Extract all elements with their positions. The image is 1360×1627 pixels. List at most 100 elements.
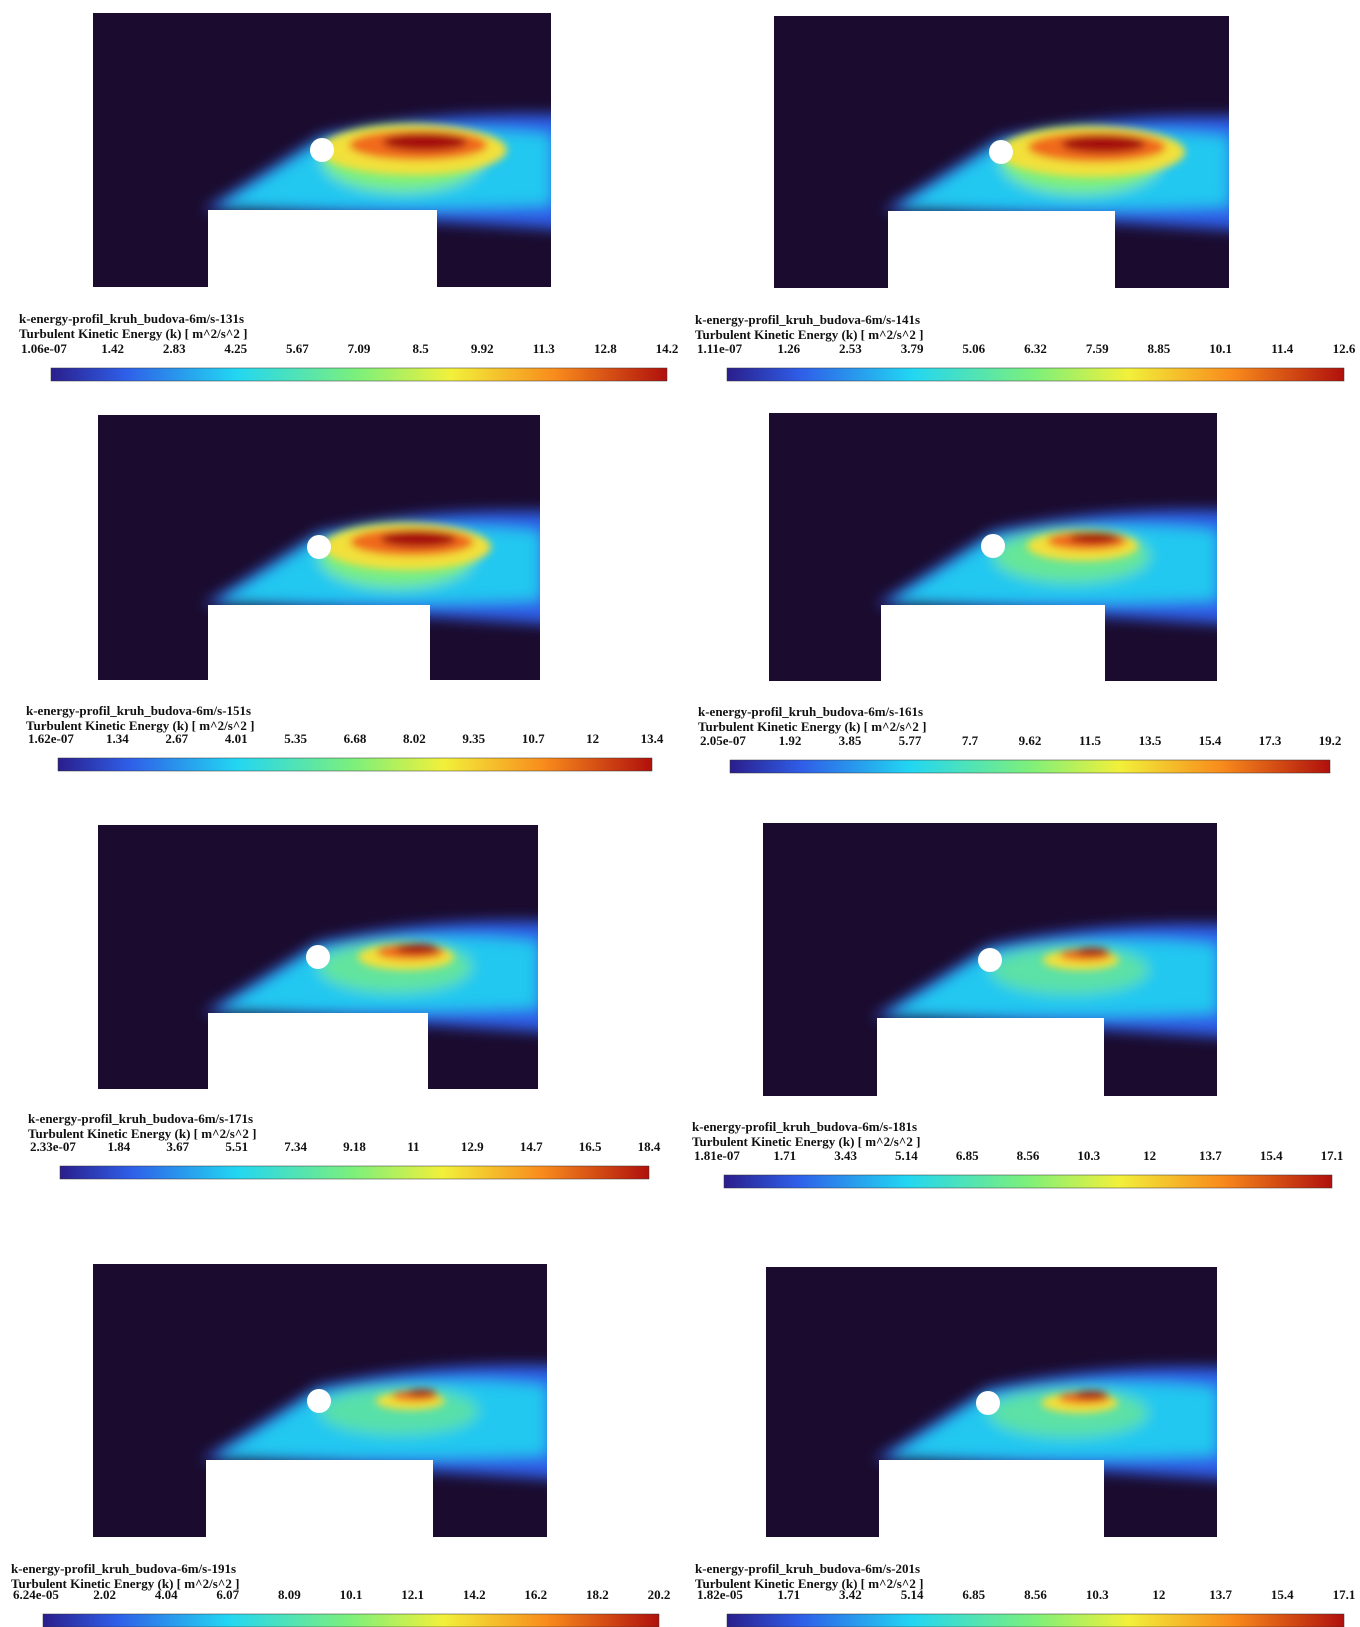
colorbar-tick-label: 13.4 xyxy=(641,731,664,746)
title: k-energy-profil_kruh_budova-6m/s-181s xyxy=(692,1119,917,1134)
colorbar-tick-label: 1.26 xyxy=(777,341,800,356)
building xyxy=(208,605,430,681)
colorbar-tick-label: 6.85 xyxy=(962,1587,985,1602)
panel: k-energy-profil_kruh_budova-6m/s-161sTur… xyxy=(698,413,1341,773)
colorbar-tick-label: 5.77 xyxy=(899,733,922,748)
cylinder xyxy=(978,948,1002,972)
colorbar-tick-label: 10.7 xyxy=(522,731,545,746)
quantity: Turbulent Kinetic Energy (k) [ m^2/s^2 ] xyxy=(692,1134,920,1149)
colorbar-tick-label: 1.42 xyxy=(101,341,124,356)
colorbar xyxy=(43,1614,659,1627)
title: k-energy-profil_kruh_budova-6m/s-171s xyxy=(28,1111,253,1126)
colorbar-tick-label: 15.4 xyxy=(1260,1148,1283,1163)
colorbar-tick-label: 8.02 xyxy=(403,731,426,746)
colorbar-tick-label: 2.05e-07 xyxy=(700,733,746,748)
colorbar-tick-label: 11.5 xyxy=(1079,733,1102,748)
colorbar-tick-label: 4.01 xyxy=(225,731,248,746)
colorbar-tick-label: 13.7 xyxy=(1209,1587,1232,1602)
colorbar-tick-label: 1.11e-07 xyxy=(697,341,743,356)
colorbar-tick-label: 1.81e-07 xyxy=(694,1148,740,1163)
colorbar-tick-label: 1.84 xyxy=(108,1139,131,1154)
colorbar xyxy=(58,758,652,771)
title: k-energy-profil_kruh_budova-6m/s-191s xyxy=(11,1561,236,1576)
cylinder xyxy=(976,1391,1000,1415)
panel: k-energy-profil_kruh_budova-6m/s-171sTur… xyxy=(28,825,661,1179)
colorbar-tick-label: 9.18 xyxy=(343,1139,366,1154)
quantity: Turbulent Kinetic Energy (k) [ m^2/s^2 ] xyxy=(695,327,923,342)
core-red xyxy=(383,133,468,151)
quantity: Turbulent Kinetic Energy (k) [ m^2/s^2 ] xyxy=(19,326,247,341)
colorbar-tick-label: 4.04 xyxy=(155,1587,178,1602)
panel: k-energy-profil_kruh_budova-6m/s-141sTur… xyxy=(695,16,1356,381)
colorbar-tick-label: 7.09 xyxy=(348,341,371,356)
colorbar-tick-label: 17.1 xyxy=(1333,1587,1356,1602)
panel: k-energy-profil_kruh_budova-6m/s-131sTur… xyxy=(19,13,678,381)
colorbar xyxy=(727,368,1344,381)
core-red xyxy=(407,1390,437,1397)
colorbar-tick-label: 1.92 xyxy=(779,733,802,748)
colorbar-tick-label: 10.1 xyxy=(340,1587,363,1602)
building xyxy=(888,211,1115,289)
colorbar-tick-label: 15.4 xyxy=(1199,733,1222,748)
panel: k-energy-profil_kruh_budova-6m/s-191sTur… xyxy=(11,1264,670,1627)
colorbar-tick-label: 18.2 xyxy=(586,1587,609,1602)
colorbar-tick-label: 10.1 xyxy=(1209,341,1232,356)
colorbar-tick-label: 6.24e-05 xyxy=(13,1587,59,1602)
panel: k-energy-profil_kruh_budova-6m/s-181sTur… xyxy=(692,823,1343,1188)
cylinder xyxy=(307,535,331,559)
colorbar-tick-label: 10.3 xyxy=(1077,1148,1100,1163)
building xyxy=(881,605,1105,682)
colorbar-tick-label: 14.2 xyxy=(656,341,679,356)
colorbar-tick-label: 9.35 xyxy=(462,731,485,746)
panel: k-energy-profil_kruh_budova-6m/s-151sTur… xyxy=(26,415,664,771)
colorbar-tick-label: 16.2 xyxy=(524,1587,547,1602)
colorbar xyxy=(51,368,667,381)
colorbar-tick-label: 8.5 xyxy=(412,341,429,356)
colorbar-tick-label: 13.7 xyxy=(1199,1148,1222,1163)
colorbar-tick-label: 12.1 xyxy=(401,1587,424,1602)
colorbar-tick-label: 1.34 xyxy=(106,731,129,746)
core-red xyxy=(1061,135,1145,153)
colorbar-tick-label: 1.71 xyxy=(777,1587,800,1602)
colorbar-tick-label: 5.51 xyxy=(225,1139,248,1154)
colorbar-tick-label: 12.8 xyxy=(594,341,617,356)
building xyxy=(208,1013,428,1090)
colorbar-tick-label: 3.79 xyxy=(901,341,924,356)
colorbar-tick-label: 6.85 xyxy=(956,1148,979,1163)
colorbar-tick-label: 16.5 xyxy=(579,1139,602,1154)
colorbar-tick-label: 10.3 xyxy=(1086,1587,1109,1602)
colorbar-tick-label: 13.5 xyxy=(1139,733,1162,748)
colorbar-tick-label: 11 xyxy=(407,1139,419,1154)
colorbar-tick-label: 12 xyxy=(1152,1587,1165,1602)
cylinder xyxy=(307,1389,331,1413)
colorbar-tick-label: 8.56 xyxy=(1024,1587,1047,1602)
colorbar-tick-label: 9.62 xyxy=(1019,733,1042,748)
title: k-energy-profil_kruh_budova-6m/s-131s xyxy=(19,311,244,326)
colorbar-tick-label: 12.9 xyxy=(461,1139,484,1154)
title: k-energy-profil_kruh_budova-6m/s-141s xyxy=(695,312,920,327)
flow-core xyxy=(358,944,454,970)
colorbar-tick-label: 5.06 xyxy=(962,341,985,356)
colorbar-tick-label: 6.68 xyxy=(344,731,367,746)
colorbar xyxy=(730,760,1330,773)
colorbar-tick-label: 2.83 xyxy=(163,341,186,356)
colorbar-tick-label: 1.82e-05 xyxy=(697,1587,743,1602)
title: k-energy-profil_kruh_budova-6m/s-161s xyxy=(698,704,923,719)
colorbar-tick-label: 7.34 xyxy=(284,1139,307,1154)
core-red xyxy=(1069,533,1119,544)
figure: k-energy-profil_kruh_budova-6m/s-131sTur… xyxy=(0,0,1360,1627)
building xyxy=(877,1018,1104,1097)
colorbar-tick-label: 2.67 xyxy=(165,731,188,746)
building xyxy=(206,1460,433,1538)
colorbar-tick-label: 4.25 xyxy=(224,341,247,356)
cylinder xyxy=(981,534,1005,558)
cylinder xyxy=(310,138,334,162)
core-red xyxy=(1076,948,1109,956)
colorbar-tick-label: 17.3 xyxy=(1259,733,1282,748)
colorbar xyxy=(60,1166,649,1179)
colorbar-tick-label: 5.67 xyxy=(286,341,309,356)
core-red xyxy=(381,531,457,548)
colorbar-tick-label: 1.06e-07 xyxy=(21,341,67,356)
colorbar-tick-label: 3.43 xyxy=(834,1148,857,1163)
core-red xyxy=(396,944,438,954)
